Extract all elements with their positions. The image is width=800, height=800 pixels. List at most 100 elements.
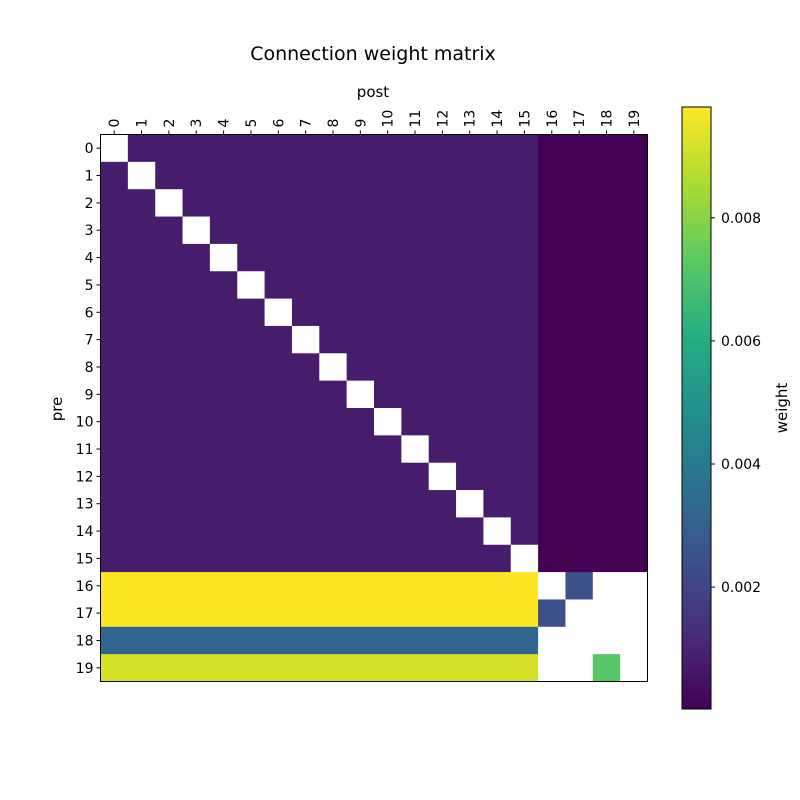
heatmap-cell bbox=[538, 572, 566, 600]
heatmap-cell bbox=[510, 408, 539, 436]
heatmap-cell bbox=[456, 298, 484, 327]
heatmap-cell bbox=[565, 353, 594, 382]
heatmap-cell bbox=[401, 298, 430, 327]
heatmap-cell bbox=[291, 490, 320, 518]
heatmap-cell bbox=[209, 271, 238, 299]
heatmap-cell bbox=[538, 517, 566, 546]
heatmap-cell bbox=[456, 380, 484, 409]
heatmap-cell bbox=[319, 380, 348, 409]
heatmap-cell bbox=[155, 572, 183, 600]
heatmap-cell bbox=[291, 243, 320, 272]
heatmap-cell bbox=[510, 517, 539, 546]
heatmap-cell bbox=[538, 435, 566, 464]
heatmap-cell bbox=[237, 161, 265, 190]
y-tick-label: 13 bbox=[76, 497, 94, 513]
heatmap-cell bbox=[127, 626, 156, 655]
heatmap-cell bbox=[100, 353, 129, 382]
y-tick-label: 11 bbox=[76, 442, 94, 458]
heatmap-cell bbox=[510, 353, 539, 382]
heatmap-cell bbox=[620, 408, 648, 436]
heatmap-cell bbox=[291, 298, 320, 327]
heatmap-cell bbox=[100, 243, 129, 272]
heatmap-cell bbox=[319, 544, 348, 573]
heatmap-cell bbox=[127, 599, 156, 628]
heatmap-cell bbox=[155, 435, 183, 464]
heatmap-cell bbox=[483, 134, 512, 163]
heatmap-cell bbox=[620, 298, 648, 327]
heatmap-cell bbox=[100, 271, 129, 299]
heatmap-cell bbox=[291, 271, 320, 299]
heatmap-cell bbox=[538, 134, 566, 163]
heatmap-cell bbox=[538, 654, 566, 682]
heatmap-cell bbox=[592, 599, 621, 628]
heatmap-cell bbox=[182, 134, 211, 163]
heatmap-cell bbox=[237, 490, 265, 518]
heatmap-cell bbox=[346, 298, 375, 327]
heatmap-cell bbox=[374, 626, 402, 655]
x-tick-label: 4 bbox=[217, 119, 233, 128]
heatmap-cell bbox=[319, 161, 348, 190]
heatmap-cell bbox=[182, 654, 211, 682]
heatmap-cell bbox=[237, 298, 265, 327]
heatmap-cell bbox=[538, 298, 566, 327]
heatmap-cell bbox=[319, 353, 348, 382]
heatmap-cell bbox=[374, 462, 402, 491]
heatmap-cell bbox=[428, 298, 457, 327]
heatmap-cell bbox=[209, 599, 238, 628]
heatmap-cell bbox=[592, 271, 621, 299]
heatmap-cell bbox=[374, 298, 402, 327]
colorbar-tick-label: 0.002 bbox=[721, 580, 761, 596]
heatmap-cell bbox=[291, 161, 320, 190]
heatmap-cell bbox=[510, 216, 539, 245]
heatmap-cell bbox=[100, 517, 129, 546]
y-tick-label: 2 bbox=[85, 196, 94, 212]
x-tick-label: 0 bbox=[107, 119, 123, 128]
heatmap-cell bbox=[374, 517, 402, 546]
heatmap-cell bbox=[456, 134, 484, 163]
heatmap-cell bbox=[237, 134, 265, 163]
heatmap-cell bbox=[209, 380, 238, 409]
y-tick-label: 12 bbox=[76, 469, 94, 485]
x-tick-label: 19 bbox=[627, 110, 643, 128]
heatmap-cell bbox=[319, 626, 348, 655]
heatmap-cell bbox=[127, 572, 156, 600]
heatmap-cell bbox=[510, 490, 539, 518]
heatmap-cell bbox=[291, 626, 320, 655]
heatmap-cell bbox=[182, 599, 211, 628]
heatmap-cell bbox=[483, 626, 512, 655]
heatmap-cell bbox=[209, 161, 238, 190]
heatmap-cell bbox=[237, 408, 265, 436]
y-tick-label: 18 bbox=[76, 633, 94, 649]
heatmap-cell bbox=[209, 243, 238, 272]
heatmap-cell bbox=[456, 353, 484, 382]
x-tick-label: 6 bbox=[271, 119, 287, 128]
colorbar-label: weight bbox=[773, 383, 791, 434]
heatmap-cell bbox=[620, 325, 648, 354]
heatmap-cell bbox=[510, 462, 539, 491]
colorbar-tick-label: 0.008 bbox=[721, 211, 761, 227]
heatmap-cell bbox=[264, 134, 293, 163]
heatmap-cell bbox=[565, 435, 594, 464]
heatmap-cell bbox=[538, 243, 566, 272]
heatmap-cell bbox=[565, 572, 594, 600]
heatmap-cell bbox=[620, 353, 648, 382]
heatmap-cell bbox=[538, 408, 566, 436]
y-tick-label: 4 bbox=[85, 251, 94, 267]
heatmap-cell bbox=[319, 490, 348, 518]
heatmap-cell bbox=[155, 380, 183, 409]
heatmap-cell bbox=[264, 462, 293, 491]
heatmap-cell bbox=[346, 134, 375, 163]
heatmap-cell bbox=[319, 189, 348, 217]
heatmap-cell bbox=[620, 271, 648, 299]
heatmap-cell bbox=[346, 189, 375, 217]
heatmap-cell bbox=[127, 517, 156, 546]
heatmap-cell bbox=[510, 435, 539, 464]
heatmap-cell bbox=[127, 380, 156, 409]
heatmap-cell bbox=[374, 189, 402, 217]
heatmap-cell bbox=[565, 408, 594, 436]
heatmap-cell bbox=[374, 654, 402, 682]
heatmap-cell bbox=[401, 243, 430, 272]
colorbar-tick-label: 0.006 bbox=[721, 334, 761, 350]
heatmap-cell bbox=[592, 462, 621, 491]
